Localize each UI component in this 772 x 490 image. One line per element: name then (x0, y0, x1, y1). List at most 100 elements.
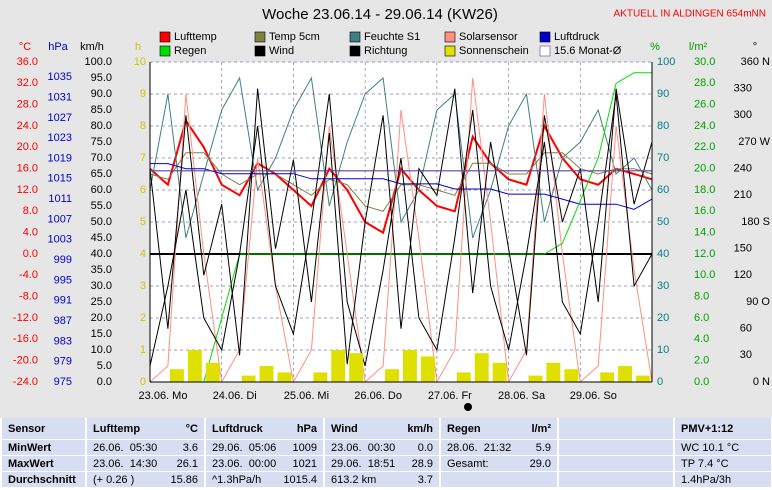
tick-label: 14.0 (694, 227, 715, 239)
tick-label: 30.0 (91, 280, 112, 292)
tick-label: 180 S (741, 216, 770, 228)
legend-swatch (159, 31, 171, 43)
tick-label: 240 (734, 163, 752, 175)
cell-text: Luftdruck (212, 422, 263, 435)
legend-swatch (539, 45, 551, 57)
tick-label: 1003 (48, 234, 72, 246)
tick-label: 12.0 (694, 248, 715, 260)
table-cell (559, 456, 673, 471)
table-cell: Luftdruck hPa (206, 418, 323, 439)
table-cell: 1.4hPa/3h (675, 472, 771, 487)
tick-label: 95.0 (91, 72, 112, 84)
cell-text: 1015.4 (283, 473, 317, 486)
table-cell (559, 418, 673, 439)
legend-swatch (444, 45, 456, 57)
tick-label: 50.0 (91, 216, 112, 228)
cell-text: 613.2 km (331, 473, 377, 486)
tick-label: 1027 (48, 112, 72, 124)
axis-title: h (135, 41, 141, 53)
cell-text: MinWert (8, 441, 52, 454)
tick-label: 60.0 (91, 184, 112, 196)
x-tick-label: 24.06. Di (213, 390, 257, 402)
tick-label: 90.0 (91, 88, 112, 100)
tick-label: 0 N (753, 376, 770, 388)
tick-label: 100.0 (84, 56, 112, 68)
series-line (150, 163, 653, 210)
x-tick-label: 26.06. Do (354, 390, 402, 402)
cell-text: 1009 (292, 441, 317, 454)
table-cell: 29.06. 05:06 1009 (206, 440, 323, 455)
table-row: Durchschnitt (+ 0.26 ) 15.86 ^1.3hPa/h 1015.… (0, 472, 772, 488)
tick-label: 120 (734, 269, 752, 281)
table-cell (559, 440, 673, 455)
legend-label: Wind (269, 45, 294, 57)
table-cell: 23.06. 00:30 0.0 (325, 440, 439, 455)
x-tick-label: 23.06. Mo (139, 390, 188, 402)
cell-text: Durchschnitt (8, 473, 76, 486)
cell-text: TP 7.4 °C (681, 457, 729, 470)
legend-label: Temp 5cm (269, 31, 320, 43)
tick-label: 60 (657, 184, 669, 196)
bar (169, 369, 184, 382)
tick-label: 65.0 (91, 168, 112, 180)
table-cell: ^1.3hPa/h 1015.4 (206, 472, 323, 487)
series-line (149, 93, 653, 367)
tick-label: 6.0 (694, 312, 709, 324)
cell-text: hPa (296, 422, 317, 435)
cell-text: Regen (447, 422, 481, 435)
table-cell: Sensor (2, 418, 85, 439)
cell-text: 26.1 (176, 457, 198, 470)
cell-text: ^1.3hPa/h (212, 473, 262, 486)
tick-label: 7 (140, 152, 146, 164)
cell-text: 1021 (292, 457, 317, 470)
table-cell: Wind km/h (325, 418, 439, 439)
tick-label: 330 (734, 83, 752, 95)
cell-text: Wind (331, 422, 358, 435)
tick-label: 90 O (746, 296, 770, 308)
tick-label: 5.0 (97, 360, 112, 372)
tick-label: 16.0 (17, 163, 38, 175)
tick-label: 1015 (48, 173, 72, 185)
tick-label: 0 (140, 376, 146, 388)
table-row: Sensor Lufttemp °C Luftdruck hPa Wind km/h Rege… (0, 418, 772, 440)
cell-text: 29.0 (529, 457, 551, 470)
cell-text: 28.06. 21:32 (447, 441, 512, 454)
tick-label: 0 (657, 376, 663, 388)
tick-label: 30.0 (694, 56, 715, 68)
cell-text: 26.06. 05:30 (93, 441, 158, 454)
tick-label: 50 (657, 216, 669, 228)
cell-text: 23.06. 14:30 (93, 457, 158, 470)
tick-label: 70.0 (91, 152, 112, 164)
bar (474, 353, 489, 382)
tick-label: 8.0 (694, 291, 709, 303)
legend-swatch (159, 45, 171, 57)
tick-label: 987 (54, 315, 72, 327)
cell-text: 0.0 (417, 441, 433, 454)
legend-label: Solarsensor (459, 31, 518, 43)
tick-label: 8 (140, 120, 146, 132)
tick-label: -4.0 (19, 269, 38, 281)
table-cell: Gesamt: 29.0 (441, 456, 557, 471)
tick-label: 20.0 (17, 141, 38, 153)
axis-title: km/h (80, 41, 104, 53)
table-cell: 23.06. 14:30 26.1 (87, 456, 204, 471)
tick-label: 12.0 (17, 184, 38, 196)
chart: Woche 23.06.14 - 29.06.14 (KW26) AKTUELL… (13, 6, 771, 411)
series-line (149, 88, 653, 365)
legend-swatch (349, 31, 361, 43)
tick-label: 150 (734, 243, 752, 255)
cell-text: (+ 0.26 ) (93, 473, 135, 486)
cell-text: 15.86 (170, 473, 198, 486)
series-line (149, 118, 653, 235)
cell-text: 5.9 (535, 441, 551, 454)
cell-text: 3.6 (182, 441, 198, 454)
tick-label: 16.0 (694, 205, 715, 217)
legend-label: Regen (174, 45, 206, 57)
tick-label: 80 (657, 120, 669, 132)
table-cell: Durchschnitt (2, 472, 85, 487)
tick-label: 18.0 (694, 184, 715, 196)
tick-label: 1031 (48, 91, 72, 103)
tick-label: 36.0 (17, 56, 38, 68)
bar (349, 353, 364, 382)
